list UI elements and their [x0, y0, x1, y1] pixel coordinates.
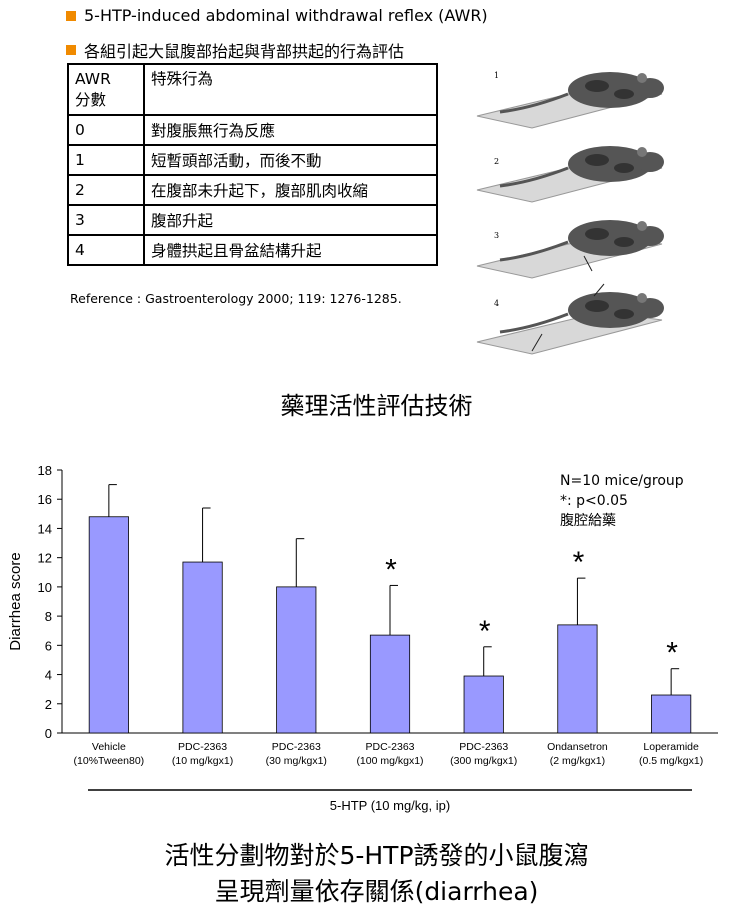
- table-row: 2 在腹部未升起下，腹部肌肉收縮: [67, 174, 438, 206]
- behavior-cell: 在腹部未升起下，腹部肌肉收縮: [143, 174, 438, 206]
- table-row: 1 短暫頭部活動，而後不動: [67, 144, 438, 176]
- svg-text:3: 3: [494, 231, 499, 240]
- x-tick-label: PDC-2363: [178, 741, 227, 753]
- score-cell: 1: [67, 144, 145, 176]
- y-tick-label: 16: [38, 492, 52, 507]
- bar: [182, 561, 223, 734]
- table-header-row: AWR 分數 特殊行為: [67, 63, 438, 116]
- score-cell: 2: [67, 174, 145, 206]
- table-row: 3 腹部升起: [67, 204, 438, 236]
- rat-panel-4: 4: [476, 283, 666, 355]
- y-tick-label: 6: [45, 638, 52, 653]
- x-tick-label: PDC-2363: [272, 741, 321, 753]
- y-tick-label: 8: [45, 609, 52, 624]
- rat-panel-2: 2: [476, 144, 666, 203]
- svg-text:2: 2: [494, 157, 499, 166]
- y-axis-label: Diarrhea score: [7, 552, 24, 650]
- score-cell: 3: [67, 204, 145, 236]
- y-tick-label: 2: [45, 697, 52, 712]
- significance-star: *: [385, 553, 397, 586]
- y-tick-label: 10: [38, 580, 52, 595]
- caption-line-2: 呈現劑量依存關係(diarrhea): [214, 877, 539, 906]
- orange-square-bullet-icon: [66, 45, 76, 55]
- legend-line: *: p<0.05: [560, 493, 628, 509]
- bar: [88, 516, 129, 734]
- bar: [276, 586, 317, 734]
- behavior-cell: 腹部升起: [143, 204, 438, 236]
- svg-text:1: 1: [494, 71, 499, 80]
- behavior-cell: 對腹脹無行為反應: [143, 114, 438, 146]
- caption-line-1: 活性分劃物對於5-HTP誘發的小鼠腹瀉: [164, 841, 589, 870]
- behavior-cell: 短暫頭部活動，而後不動: [143, 144, 438, 176]
- x-tick-label-dose: (30 mg/kgx1): [266, 755, 327, 767]
- section-title: 藥理活性評估技術: [280, 392, 473, 420]
- bar: [463, 675, 504, 734]
- x-tick-label-dose: (10 mg/kgx1): [172, 755, 233, 767]
- chart-bars: * * * *: [88, 484, 692, 734]
- legend-line: 腹腔給藥: [560, 512, 616, 529]
- y-tick-label: 18: [38, 463, 52, 478]
- header-awr-score: AWR 分數: [67, 63, 145, 116]
- behavior-cell: 身體拱起且骨盆結構升起: [143, 234, 438, 266]
- bullet-awr-title: 5-HTP-induced abdominal withdrawal refle…: [66, 6, 488, 25]
- x-tick-label-dose: (100 mg/kgx1): [356, 755, 423, 767]
- bar: [369, 634, 411, 734]
- svg-text:4: 4: [494, 299, 499, 308]
- table-row: 4 身體拱起且骨盆結構升起: [67, 234, 438, 266]
- bullet-text: 各組引起大鼠腹部抬起與背部拱起的行為評估: [84, 42, 405, 61]
- y-tick-label: 14: [38, 521, 52, 536]
- x-tick-label-dose: (10%Tween80): [74, 755, 145, 767]
- y-tick-label: 4: [45, 668, 52, 683]
- rat-awr-illustration: 1 2 3 4: [476, 70, 666, 355]
- header-score: 分數: [75, 90, 107, 109]
- diarrhea-score-chart: 0 2 4 6 8 10 12 14 16 18 Diarrhea score * * * * Vehic…: [7, 463, 718, 813]
- score-cell: 0: [67, 114, 145, 146]
- bar: [557, 624, 598, 734]
- x-tick-label-dose: (2 mg/kgx1): [550, 755, 605, 767]
- score-cell: 4: [67, 234, 145, 266]
- x-tick-label-dose: (300 mg/kgx1): [450, 755, 517, 767]
- x-tick-label-dose: (0.5 mg/kgx1): [639, 755, 703, 767]
- x-tick-label: Ondansetron: [547, 741, 608, 753]
- y-tick-label: 12: [38, 551, 52, 566]
- bullet-text: 5-HTP-induced abdominal withdrawal refle…: [84, 6, 488, 25]
- header-behavior: 特殊行為: [143, 63, 438, 116]
- rat-panel-3: 3: [476, 218, 666, 279]
- x-tick-label: PDC-2363: [459, 741, 508, 753]
- legend-line: N=10 mice/group: [560, 473, 684, 489]
- significance-star: *: [573, 546, 585, 579]
- x-tick-label: Vehicle: [92, 741, 126, 753]
- x-tick-label: PDC-2363: [365, 741, 414, 753]
- significance-star: *: [479, 615, 491, 648]
- header-awr: AWR: [75, 69, 111, 88]
- bullet-behavior-title: 各組引起大鼠腹部抬起與背部拱起的行為評估: [66, 38, 404, 62]
- awr-score-table: AWR 分數 特殊行為 0 對腹脹無行為反應 1 短暫頭部活動，而後不動 2 在…: [67, 63, 438, 266]
- rat-panel-1: 1: [476, 70, 666, 129]
- table-row: 0 對腹脹無行為反應: [67, 114, 438, 146]
- x-axis-label: 5-HTP (10 mg/kg, ip): [330, 798, 450, 813]
- x-tick-label: Loperamide: [643, 741, 699, 753]
- y-tick-label: 0: [45, 726, 52, 741]
- reference-text: Reference : Gastroenterology 2000; 119: …: [70, 291, 402, 306]
- chart-labels: Vehicle (10%Tween80) PDC-2363 (10 mg/kgx1) P…: [74, 473, 704, 813]
- orange-square-bullet-icon: [66, 10, 76, 21]
- bar: [651, 694, 692, 734]
- significance-star: *: [666, 637, 678, 670]
